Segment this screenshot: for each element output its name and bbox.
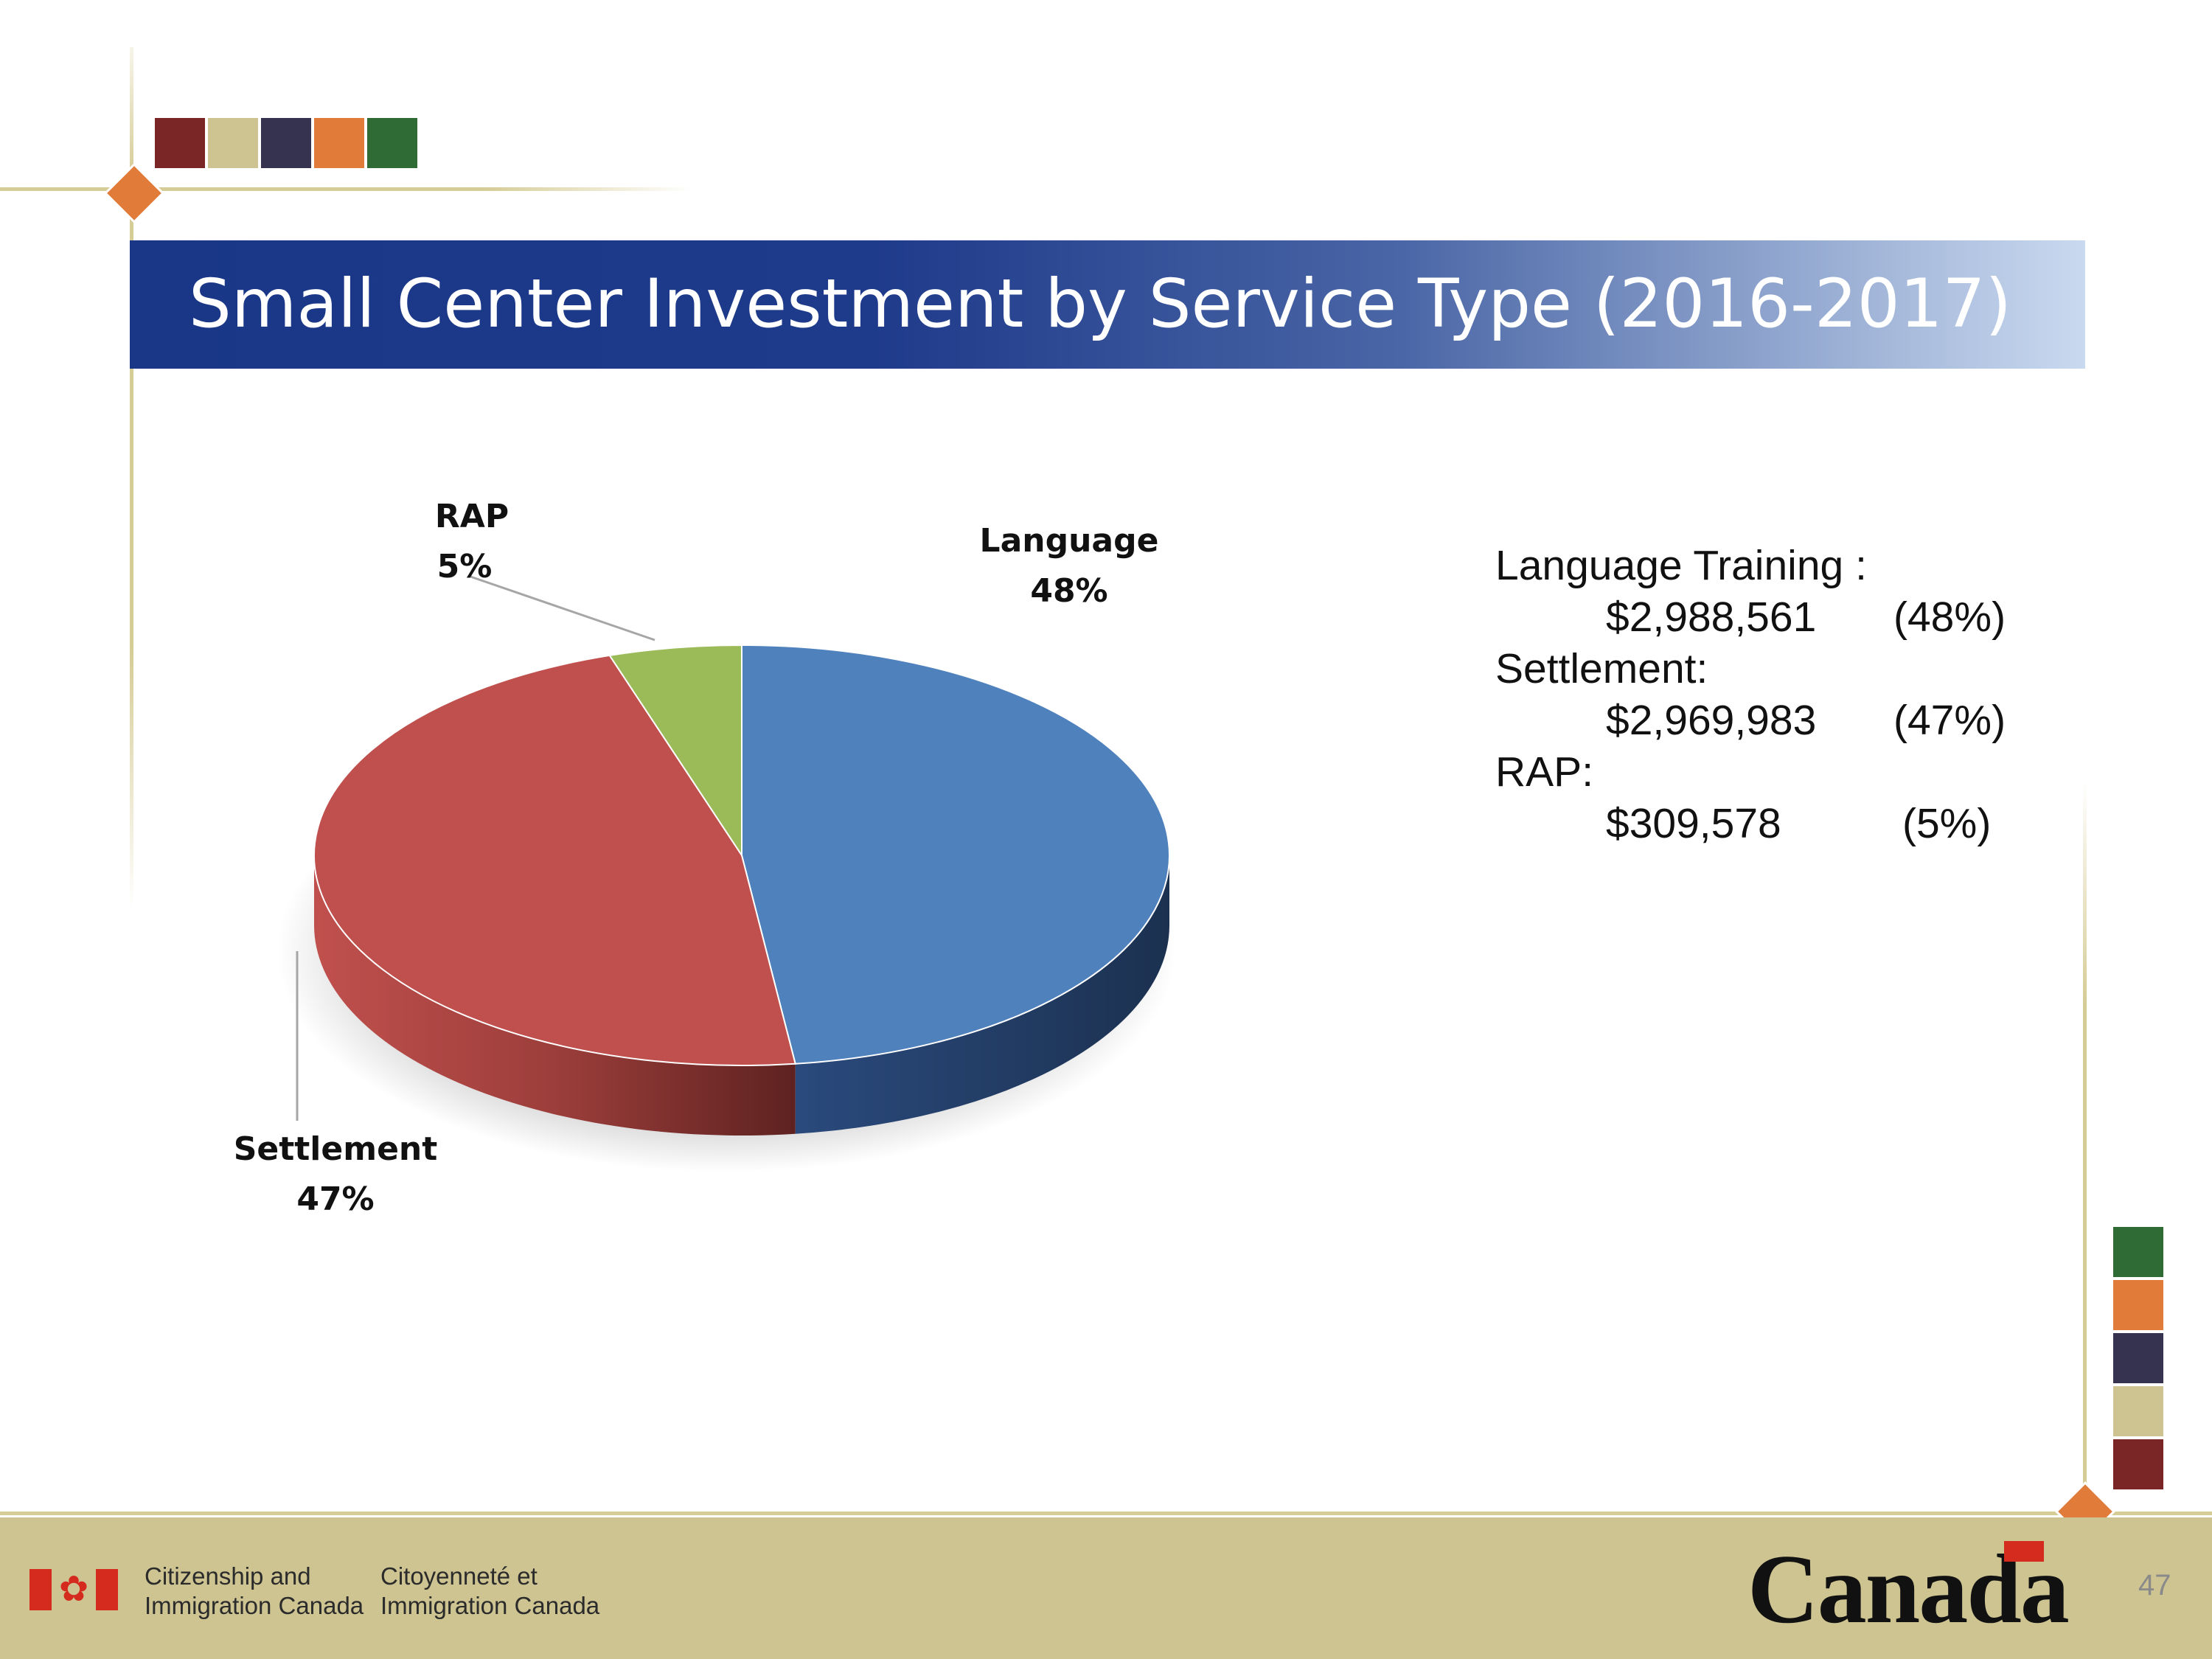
legend-percent-value: (5%) (1902, 800, 1992, 847)
swatch (261, 118, 311, 168)
swatch (2113, 1280, 2163, 1330)
pie-slice-rap (608, 644, 742, 858)
swatch (367, 118, 417, 168)
legend-amount-rap: $309,578 (5%) (1495, 798, 1991, 849)
swatch (2113, 1333, 2163, 1383)
legend-heading-text: Settlement: (1495, 645, 1708, 692)
department-name-fr: Citoyenneté et Immigration Canada (380, 1562, 599, 1621)
department-name-en: Citizenship and Immigration Canada (145, 1562, 364, 1621)
swatch (155, 118, 205, 168)
decor-line-left (130, 47, 133, 910)
rap-leader-line (470, 575, 655, 641)
footer-band (0, 1517, 2212, 1659)
legend-heading-settlement: Settlement: (1495, 643, 1867, 695)
pie-slice-language (741, 644, 1170, 1065)
legend-heading-text: RAP: (1495, 748, 1594, 796)
amounts-legend: Language Training : $2,988,561 (48%) Set… (1495, 540, 2006, 849)
label-language: Language 48% (959, 516, 1180, 616)
legend-heading-rap: RAP: (1495, 746, 1867, 798)
color-swatches-right (2113, 1227, 2163, 1489)
legend-amount-value: $2,988,561 (1606, 594, 1817, 641)
legend-percent-value: (48%) (1893, 594, 2006, 641)
decor-line-bottom (0, 1512, 2212, 1515)
pie-side-settlement (314, 855, 796, 1135)
pie-sides (314, 855, 1169, 1135)
legend-amount-value: $2,969,983 (1606, 697, 1817, 744)
label-language-percent: 48% (1030, 572, 1108, 610)
label-settlement: Settlement 47% (218, 1124, 453, 1225)
legend-amount-settlement: $2,969,983 (47%) (1495, 695, 2006, 746)
label-rap: RAP 5% (383, 492, 560, 592)
department-fr-line2: Immigration Canada (380, 1592, 600, 1619)
legend-amount-value: $309,578 (1606, 800, 1781, 847)
slide-title: Small Center Investment by Service Type … (189, 265, 2011, 343)
pie-tops (313, 644, 1170, 1066)
legend-heading-language: Language Training : (1495, 540, 1867, 591)
legend-heading-text: Language Training : (1495, 542, 1867, 589)
department-en-line1: Citizenship and (145, 1562, 311, 1590)
department-en-line2: Immigration Canada (145, 1592, 364, 1619)
label-rap-percent: 5% (437, 548, 493, 585)
swatch (208, 118, 258, 168)
wordmark-flag-icon (2004, 1541, 2044, 1562)
swatch (2113, 1227, 2163, 1277)
swatch (314, 118, 364, 168)
pie-slice-settlement (313, 654, 796, 1066)
legend-percent-value: (47%) (1893, 697, 2006, 744)
title-bar (130, 240, 2085, 369)
swatch (2113, 1386, 2163, 1436)
legend-amount-language: $2,988,561 (48%) (1495, 591, 2006, 643)
label-settlement-percent: 47% (296, 1180, 375, 1218)
decor-line-right (2083, 782, 2087, 1519)
pie-side-language (795, 855, 1169, 1134)
label-rap-name: RAP (434, 498, 509, 535)
department-fr-line1: Citoyenneté et (380, 1562, 538, 1590)
canada-flag-icon: ✿ (29, 1569, 118, 1610)
color-swatches-top (155, 118, 417, 168)
label-language-name: Language (979, 522, 1159, 560)
page-number: 47 (2138, 1569, 2171, 1601)
label-settlement-name: Settlement (233, 1130, 438, 1168)
swatch (2113, 1439, 2163, 1489)
decor-line-top (0, 187, 693, 191)
